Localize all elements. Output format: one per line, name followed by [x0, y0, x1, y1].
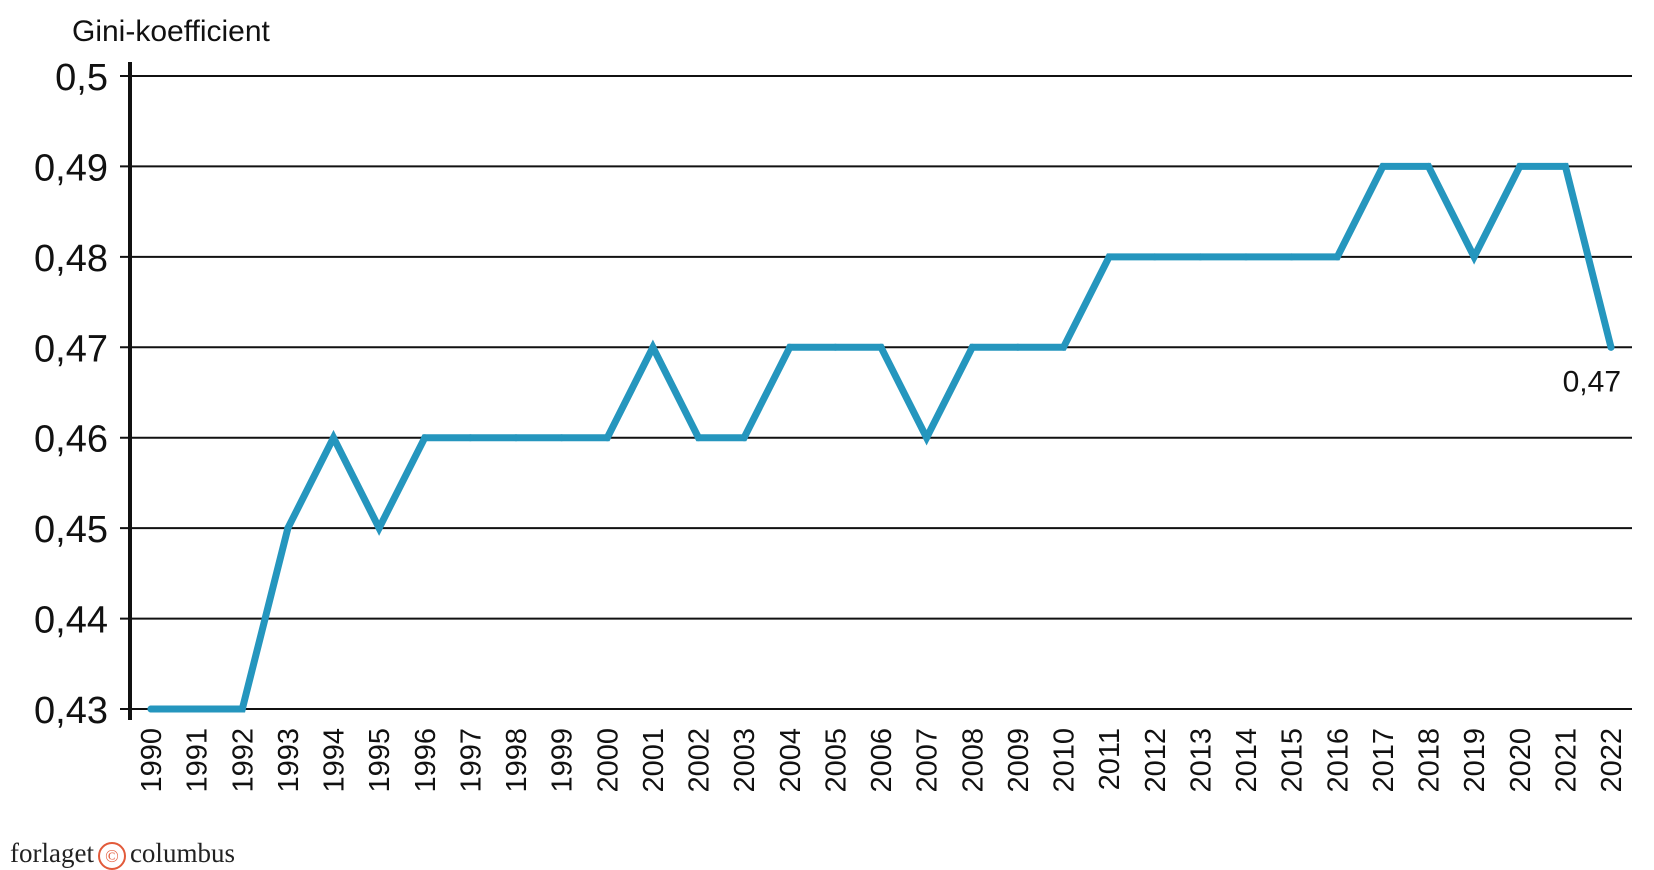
series-points	[147, 162, 1615, 713]
y-tick-label: 0,5	[55, 57, 108, 99]
x-tick-label: 1990	[136, 728, 168, 793]
x-tick-label: 2022	[1596, 728, 1628, 793]
data-point	[1151, 253, 1159, 261]
x-tick-label: 2013	[1185, 728, 1217, 793]
data-point	[1607, 343, 1615, 351]
data-point	[1060, 343, 1067, 351]
data-point	[1379, 162, 1387, 170]
y-tick-labels: 0,43 0,44 0,45 0,46 0,47 0,48 0,49 0,5	[34, 57, 108, 732]
x-tick-label: 2005	[820, 728, 852, 793]
publisher-suffix: columbus	[129, 838, 235, 868]
x-tick-label: 1991	[182, 728, 214, 793]
data-point	[1196, 253, 1204, 261]
y-tick-label: 0,48	[34, 238, 108, 280]
data-point	[877, 343, 885, 351]
data-point	[649, 343, 657, 351]
data-point	[740, 434, 748, 442]
data-point	[1288, 253, 1296, 261]
x-tick-label: 2002	[684, 728, 716, 793]
x-tick-label: 2017	[1368, 728, 1400, 793]
x-tick-label: 2008	[957, 728, 989, 793]
y-tick-label: 0,43	[34, 690, 108, 732]
x-tick-label: 1997	[455, 728, 487, 793]
data-point	[923, 434, 931, 442]
x-tick-label: 2014	[1231, 728, 1263, 793]
data-point	[421, 434, 429, 442]
x-tick-label: 2010	[1049, 728, 1081, 793]
x-tick-label: 2019	[1459, 728, 1491, 793]
data-point	[558, 434, 566, 442]
data-point	[147, 705, 155, 713]
x-tick-label: 2004	[775, 728, 807, 793]
x-tick-label: 2000	[592, 728, 624, 793]
x-tick-label: 1993	[273, 728, 305, 793]
x-tick-label: 2016	[1322, 728, 1354, 793]
data-point	[786, 343, 794, 351]
data-point	[1333, 253, 1341, 261]
data-point	[1014, 343, 1022, 351]
x-tick-label: 2021	[1550, 728, 1582, 793]
data-point	[1105, 253, 1113, 261]
data-point	[1516, 162, 1524, 170]
gridlines	[120, 75, 1632, 710]
data-point	[330, 434, 337, 442]
x-tick-label: 1992	[227, 728, 259, 793]
data-point	[603, 434, 611, 442]
data-point	[512, 434, 520, 442]
x-tick-label: 2006	[866, 728, 898, 793]
y-tick-label: 0,44	[34, 600, 108, 642]
last-value-annotation: 0,47	[1563, 365, 1621, 398]
x-tick-label: 2007	[912, 728, 944, 793]
data-point	[968, 343, 976, 351]
data-point	[466, 434, 474, 442]
x-tick-label: 2015	[1277, 728, 1309, 793]
publisher-prefix: forlaget	[10, 838, 94, 868]
data-point	[284, 524, 292, 532]
data-point	[831, 343, 839, 351]
x-tick-label: 2001	[638, 728, 670, 793]
data-point	[238, 705, 246, 713]
data-point	[375, 524, 383, 532]
y-tick-label: 0,49	[34, 147, 108, 189]
x-tick-label: 2020	[1505, 728, 1537, 793]
x-tick-label: 1998	[501, 728, 533, 793]
data-point	[1561, 162, 1569, 170]
y-tick-label: 0,47	[34, 328, 108, 370]
y-axis-title: Gini-koefficient	[72, 15, 271, 48]
data-point	[1242, 253, 1250, 261]
x-tick-label: 1994	[319, 728, 351, 793]
x-tick-label: 2003	[729, 728, 761, 793]
x-tick-label: 2009	[1003, 728, 1035, 793]
x-tick-label: 2011	[1094, 728, 1126, 790]
y-tick-label: 0,45	[34, 509, 108, 551]
x-tick-labels: 1990 1991 1992 1993 1994 1995 1996 1997 1998 1999…	[136, 728, 1628, 793]
y-tick-label: 0,46	[34, 419, 108, 461]
x-tick-label: 1999	[547, 728, 579, 793]
x-tick-label: 2012	[1140, 728, 1172, 793]
x-tick-label: 1996	[410, 728, 442, 793]
data-point	[193, 705, 201, 713]
data-point	[1425, 162, 1432, 170]
data-point	[695, 434, 702, 442]
x-tick-label: 1995	[364, 728, 396, 793]
x-tick-label: 2018	[1414, 728, 1446, 793]
data-point	[1470, 253, 1478, 261]
publisher-logo: forlaget © columbus	[10, 838, 235, 870]
